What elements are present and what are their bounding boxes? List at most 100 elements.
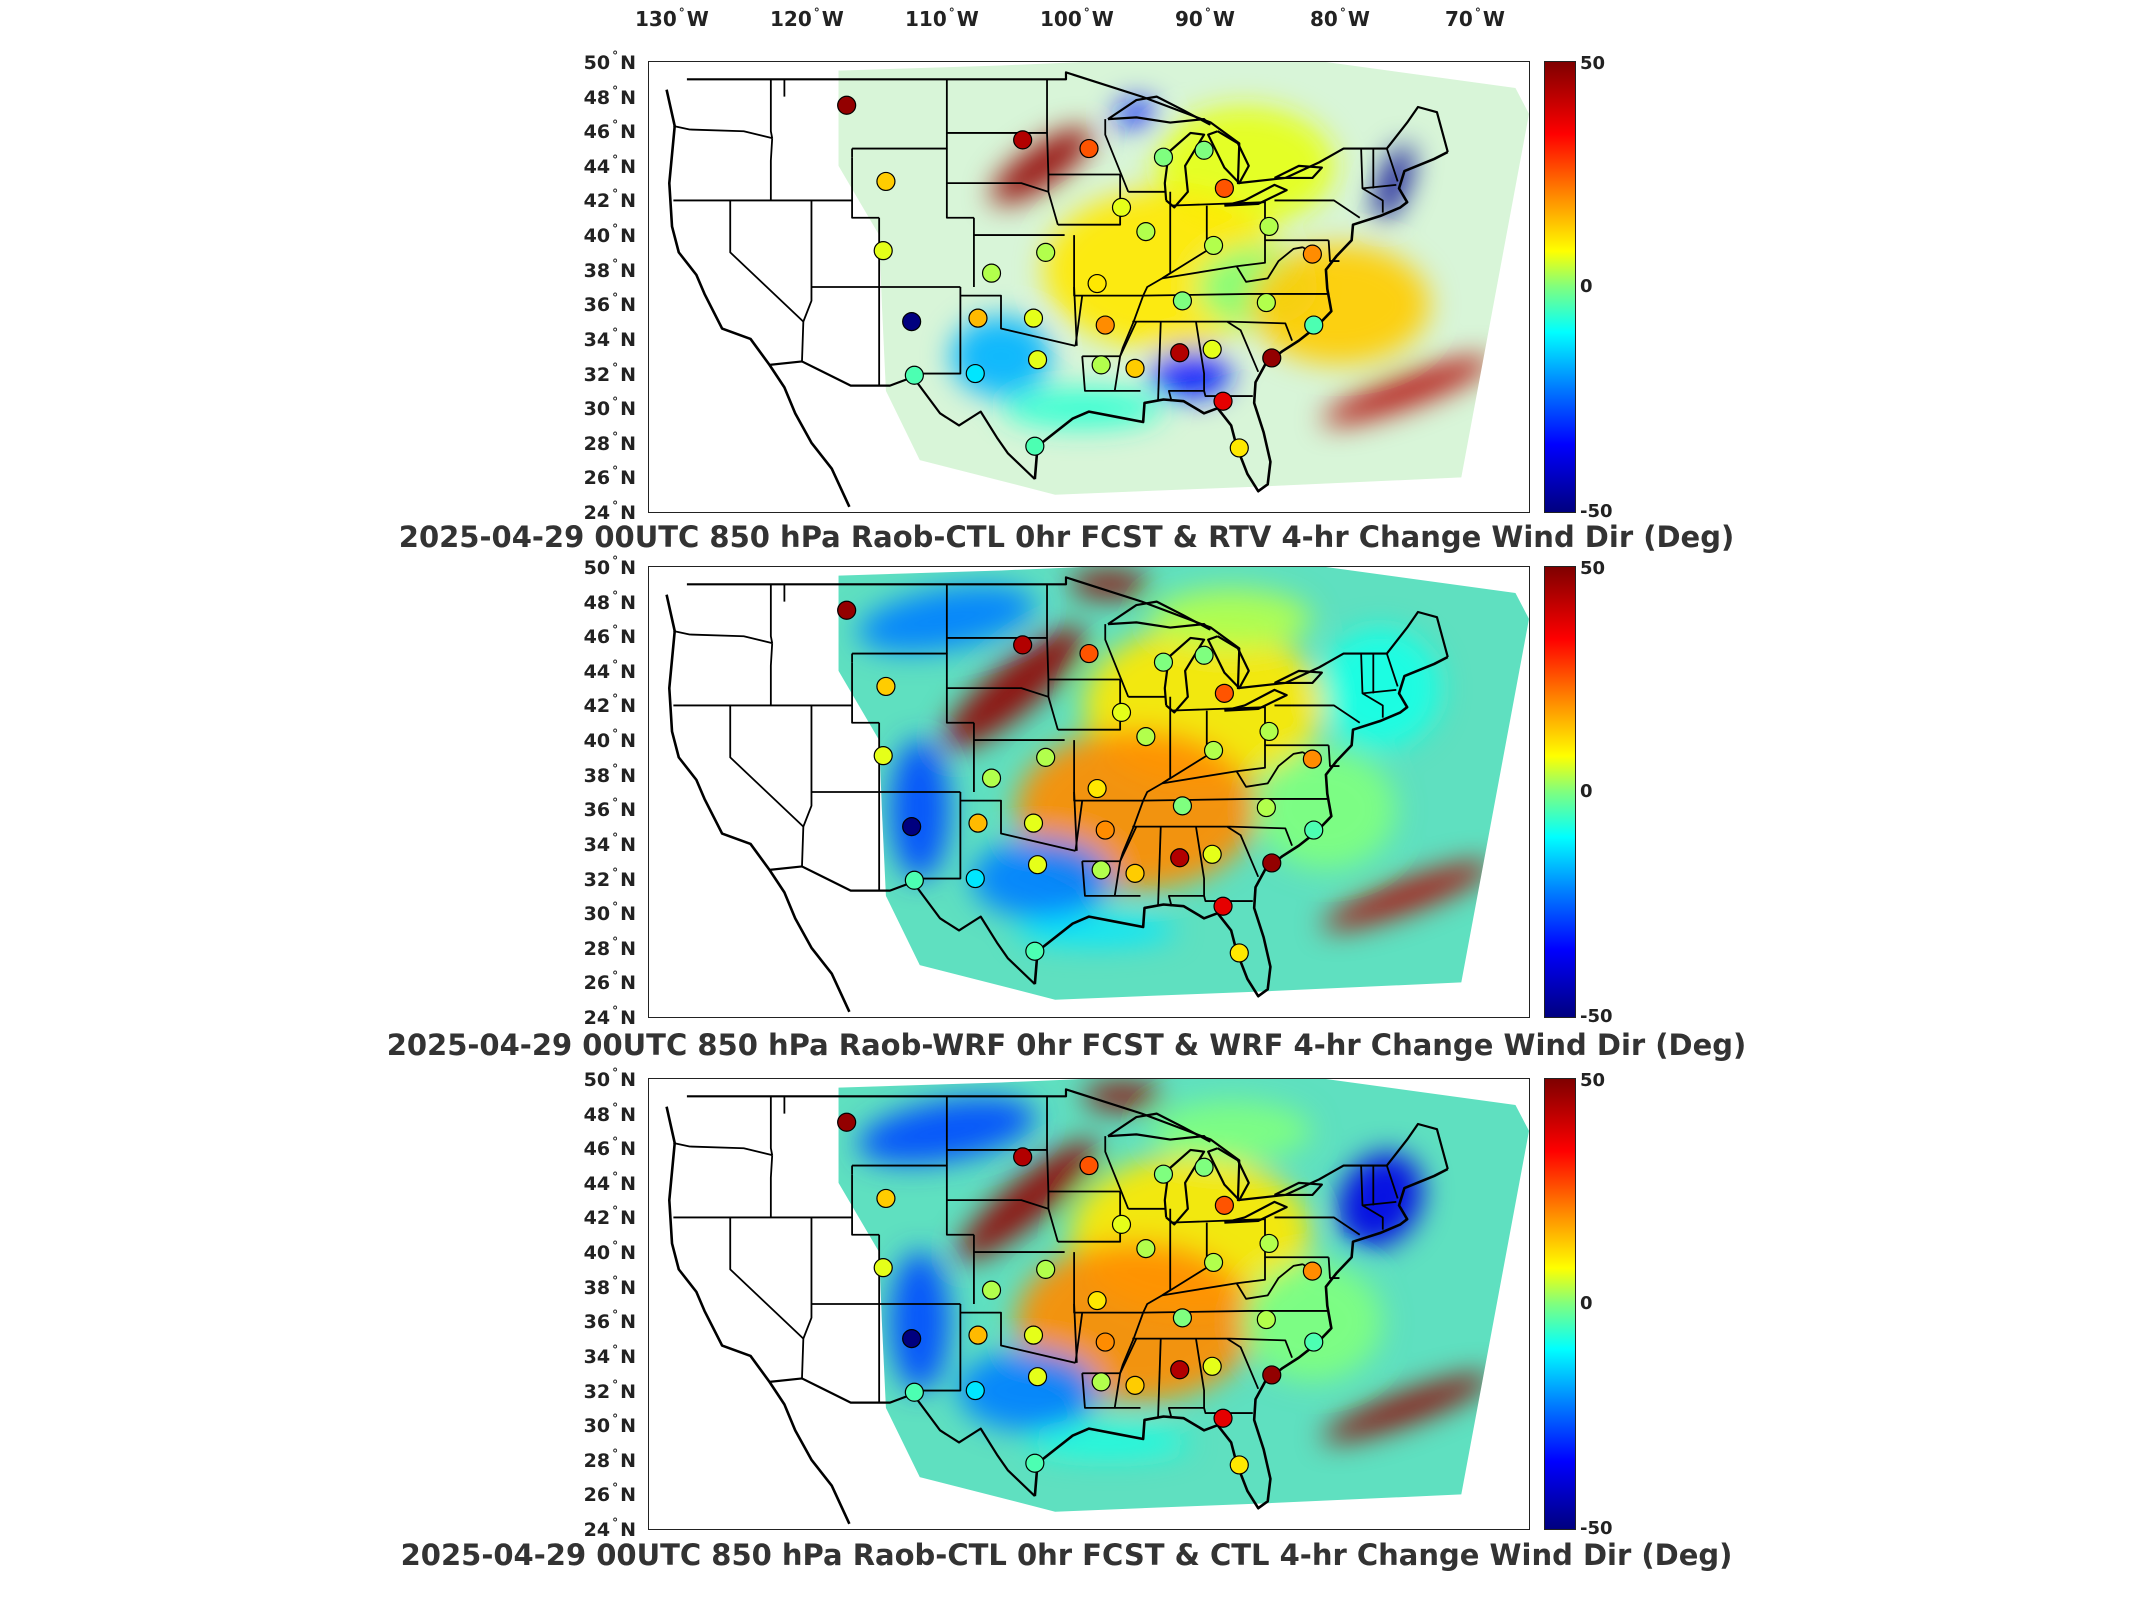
longitude-degree: 70 — [1445, 7, 1473, 31]
state-boundary — [973, 722, 1065, 741]
latitude-degree: 24 — [583, 502, 611, 524]
raob-station-marker — [1172, 1308, 1193, 1328]
wind-direction-map — [665, 1079, 1529, 1525]
field-blob — [1150, 348, 1231, 399]
latitude-label: 38 ° N — [564, 762, 636, 787]
longitude-degree: 130 — [635, 7, 677, 31]
degree-symbol: ° — [612, 761, 619, 776]
field-blob — [1242, 1261, 1383, 1382]
degree-symbol: ° — [612, 360, 619, 375]
latitude-label: 50 ° N — [564, 1066, 636, 1091]
latitude-label: 38 ° N — [564, 1274, 636, 1299]
degree-symbol: ° — [612, 256, 619, 271]
field-blob — [1069, 570, 1150, 599]
degree-symbol: ° — [612, 1481, 619, 1496]
latitude-label: 48 ° N — [564, 1101, 636, 1126]
degree-symbol: ° — [678, 6, 685, 20]
state-boundary — [673, 630, 773, 645]
state-boundary — [960, 294, 1076, 347]
state-boundary — [1385, 1165, 1399, 1199]
wind-direction-map — [665, 567, 1529, 1013]
longitude-label: 100 ° W — [1040, 6, 1114, 31]
degree-symbol: ° — [612, 934, 619, 949]
raob-station-marker — [1229, 943, 1249, 963]
latitude-degree: 48 — [583, 591, 611, 614]
degree-symbol: ° — [612, 49, 619, 63]
raob-station-marker — [1023, 813, 1044, 833]
degree-symbol: ° — [813, 6, 820, 20]
state-boundary — [1081, 1373, 1141, 1409]
latitude-direction: N — [620, 52, 636, 74]
mexico-border — [769, 1377, 1036, 1497]
raob-station-marker — [981, 263, 1002, 283]
raob-station-marker — [1136, 222, 1156, 242]
political-boundaries — [665, 576, 1449, 1013]
latitude-label: 46 ° N — [564, 118, 636, 143]
latitude-degree: 28 — [583, 1449, 611, 1472]
latitude-degree: 50 — [583, 52, 611, 74]
degree-symbol: ° — [948, 6, 955, 20]
latitude-label: 42 ° N — [564, 187, 636, 212]
state-boundary — [1047, 1191, 1059, 1242]
state-boundary — [673, 125, 773, 140]
state-boundary — [946, 687, 1049, 698]
latitude-direction: N — [620, 1345, 636, 1368]
latitude-degree: 38 — [583, 259, 611, 282]
latitude-label: 30 ° N — [564, 900, 636, 925]
raob-station-marker — [1262, 853, 1282, 873]
raob-station-marker — [1125, 863, 1145, 883]
great-lake-outline — [1107, 1112, 1211, 1143]
state-boundary — [1047, 174, 1059, 225]
great-lake-outline — [1163, 636, 1206, 714]
great-lake-outline — [1163, 1148, 1206, 1226]
raob-station-marker — [1170, 343, 1190, 363]
state-boundary — [1057, 679, 1122, 731]
raob-station-marker — [1087, 1290, 1107, 1311]
latitude-degree: 34 — [583, 833, 611, 856]
degree-symbol: ° — [612, 588, 619, 603]
latitude-degree: 24 — [583, 1007, 611, 1029]
mexico-border — [769, 865, 1036, 985]
longitude-direction: W — [1482, 7, 1505, 31]
raob-station-marker — [981, 768, 1002, 788]
great-lake-outline — [1207, 635, 1250, 690]
degree-symbol: ° — [1204, 6, 1211, 20]
raob-station-marker — [1194, 645, 1214, 665]
state-boundary — [769, 79, 774, 139]
state-boundary — [1360, 653, 1384, 718]
raob-station-marker — [1256, 292, 1276, 313]
latitude-label: 26 ° N — [564, 1481, 636, 1506]
raob-station-marker — [1302, 1261, 1322, 1281]
field-blob — [1249, 244, 1430, 365]
latitude-direction: N — [620, 1172, 636, 1195]
colorbar-tick-mid: 0 — [1580, 1293, 1593, 1314]
raob-station-marker — [1202, 339, 1222, 359]
state-boundary — [769, 1155, 774, 1218]
latitude-direction: N — [620, 660, 636, 683]
latitude-label: 46 ° N — [564, 1135, 636, 1160]
raob-station-marker — [1136, 727, 1156, 747]
longitude-label: 110 ° W — [905, 6, 979, 31]
state-boundary — [1226, 320, 1260, 373]
degree-symbol: ° — [612, 1342, 619, 1357]
state-boundary — [1360, 1165, 1384, 1230]
raob-station-marker — [1125, 358, 1145, 378]
raob-station-marker — [965, 1380, 985, 1401]
state-boundary — [769, 1096, 774, 1156]
state-boundary — [1362, 183, 1397, 190]
raob-station-marker — [1091, 355, 1111, 375]
state-boundary — [1274, 1216, 1361, 1236]
state-boundary — [673, 1142, 773, 1157]
great-lake-outline — [1273, 164, 1323, 180]
raob-station-marker — [1213, 896, 1233, 916]
state-boundary — [1113, 321, 1138, 391]
latitude-degree: 40 — [583, 730, 611, 753]
latitude-direction: N — [620, 1242, 636, 1265]
raob-station-marker — [904, 1382, 924, 1402]
raob-station-marker — [873, 746, 893, 766]
state-boundary — [1235, 1263, 1304, 1300]
raob-station-marker — [1194, 140, 1214, 160]
latitude-degree: 38 — [583, 764, 611, 787]
state-boundary — [1170, 1218, 1266, 1224]
latitude-degree: 26 — [583, 467, 611, 490]
